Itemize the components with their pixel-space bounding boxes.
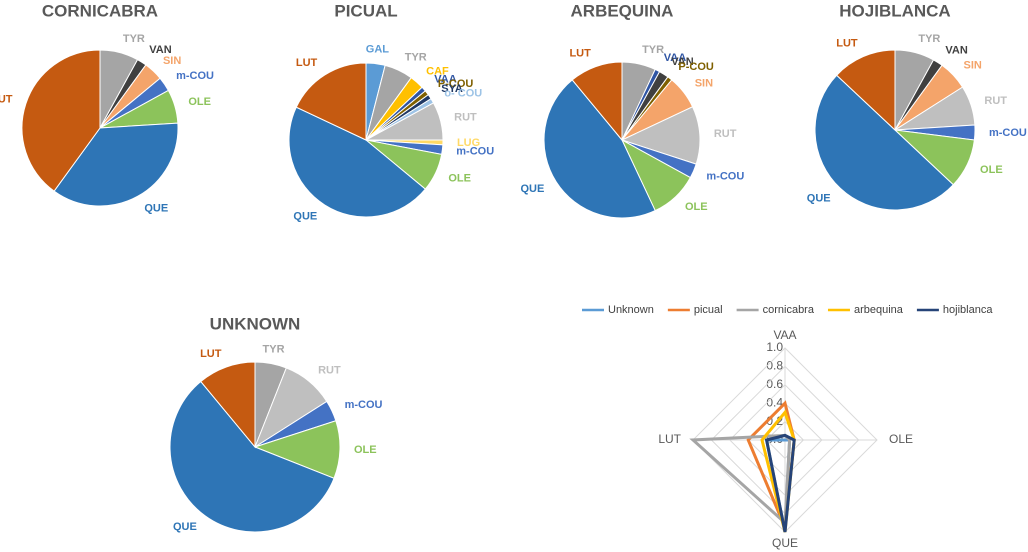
slice-label: o- COU (444, 88, 482, 100)
pie-slice (814, 74, 955, 211)
slice-label: TYR (918, 33, 940, 45)
slice-label: TYR (642, 44, 664, 56)
axis-label: VAA (773, 328, 796, 342)
pie-slice (200, 361, 256, 449)
slice-label: LUT (569, 47, 591, 59)
slice-label: RUT (714, 128, 737, 140)
slice-label: LUT (200, 348, 222, 360)
legend-label: Unknown (608, 304, 654, 316)
slice-label: GAL (366, 44, 390, 56)
legend-label: picual (694, 304, 723, 316)
chart-title: CORNICABRA (42, 1, 158, 20)
pie-slice (21, 49, 101, 192)
slice-label: m-COU (989, 127, 1027, 139)
slice-label: SIN (964, 60, 982, 72)
slice-label: m-COU (176, 70, 214, 82)
legend-label: arbequina (854, 304, 904, 316)
legend-label: hojiblanca (943, 304, 993, 316)
slice-label: QUE (144, 203, 168, 215)
pie-slice (288, 106, 427, 218)
slice-label: QUE (807, 192, 831, 204)
slice-label: OLE (188, 96, 211, 108)
slice-label: LUT (0, 93, 13, 105)
slice-label: OLE (685, 201, 708, 213)
slice-label: VAN (149, 44, 171, 56)
slice-label: TYR (405, 52, 427, 64)
slice-label: LUT (296, 57, 318, 69)
slice-label: OLE (354, 444, 377, 456)
slice-label: m-COU (456, 145, 494, 157)
slice-label: LUT (836, 38, 858, 50)
axis-label: LUT (658, 432, 681, 446)
pie-slice (571, 61, 623, 142)
slice-label: RUT (318, 365, 341, 377)
slice-label: OLE (448, 173, 471, 185)
pie-slice (295, 62, 367, 141)
legend-label: cornicabra (763, 304, 815, 316)
slice-label: CAF (426, 66, 449, 78)
slice-label: VAA (434, 74, 456, 86)
chart-title: UNKNOWN (210, 314, 301, 333)
slice-label: QUE (293, 211, 317, 223)
pie-slice (53, 122, 179, 207)
slice-label: VAA (664, 52, 686, 64)
y-tick-label: 1.0 (766, 340, 783, 354)
axis-label: OLE (889, 432, 913, 446)
slice-label: VAN (945, 45, 967, 57)
slice-label: OLE (980, 164, 1003, 176)
slice-label: VAN (671, 56, 693, 68)
slice-label: P-COU (438, 78, 474, 90)
slice-label: LUG (457, 137, 480, 149)
slice-label: RUT (454, 111, 477, 123)
slice-label: m-COU (706, 170, 744, 182)
slice-label: TYR (123, 33, 145, 45)
radar-line (764, 433, 796, 533)
slice-label: RUT (984, 95, 1007, 107)
pie-slice (169, 380, 335, 533)
slice-label: SIN (695, 78, 713, 90)
y-tick-label: 0.6 (766, 377, 783, 391)
chart-title: HOJIBLANCA (839, 1, 950, 20)
y-tick-label: 0.8 (766, 359, 783, 373)
pie-slice (543, 79, 656, 219)
pie-slice (835, 49, 896, 132)
slice-label: QUE (520, 183, 544, 195)
slice-label: m-COU (345, 399, 383, 411)
slice-label: TYR (263, 344, 285, 356)
axis-label: QUE (772, 536, 798, 550)
chart-title: ARBEQUINA (571, 1, 674, 20)
slice-label: P-COU (678, 61, 714, 73)
chart-title: PICUAL (334, 1, 397, 20)
slice-label: SYA (441, 83, 463, 95)
slice-label: QUE (173, 521, 197, 533)
slice-label: SIN (163, 55, 181, 67)
